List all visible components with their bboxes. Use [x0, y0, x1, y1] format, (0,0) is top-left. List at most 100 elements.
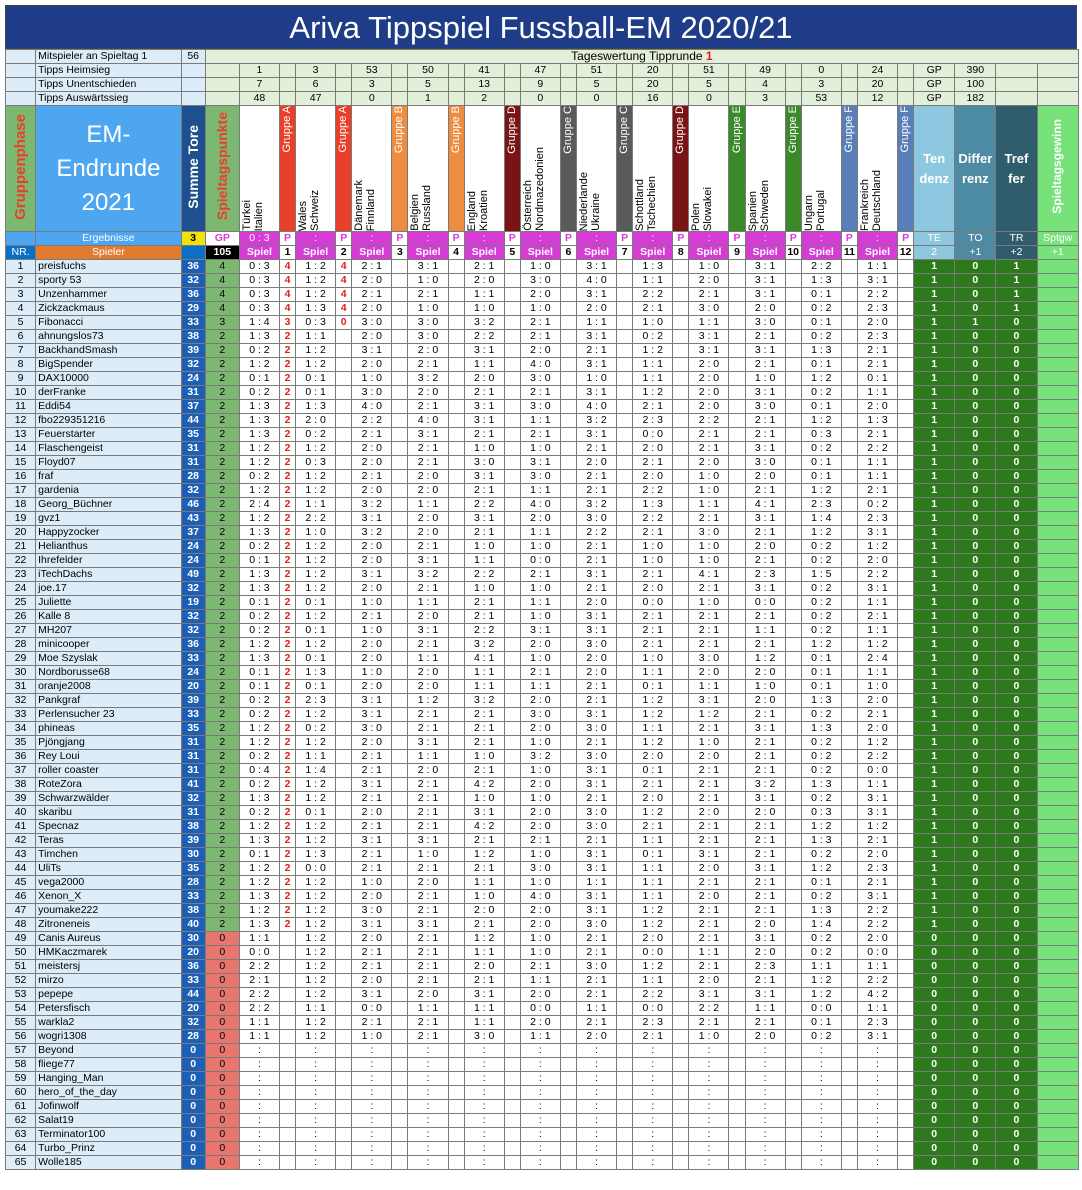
player-tip-points [503, 539, 521, 554]
tipps-count: 51 [575, 63, 618, 78]
em-title-line: 2021 [81, 188, 136, 216]
result-cell: : [519, 231, 561, 246]
player-to: 0 [954, 777, 997, 792]
player-tip-points [728, 679, 746, 694]
player-tip-points [897, 539, 915, 554]
player-tip: 3 : 0 [519, 399, 561, 414]
gruppenphase-header: Gruppenphase [4, 105, 37, 232]
player-tip: 1 : 3 [295, 665, 337, 680]
player-tip-points [335, 665, 353, 680]
player-sg [1036, 413, 1080, 428]
player-te: 0 [913, 1015, 956, 1030]
player-tip-points [447, 819, 465, 834]
player-tip: 2 : 1 [744, 609, 786, 624]
player-sg [1036, 973, 1080, 988]
player-tip-points [503, 469, 521, 484]
player-points: 2 [204, 343, 240, 358]
player-tip: 3 : 0 [351, 385, 393, 400]
player-tip-points [784, 777, 802, 792]
tipps-count: 20 [632, 77, 674, 92]
player-tip: 1 : 1 [463, 679, 505, 694]
player-tip: 1 : 2 [295, 609, 337, 624]
player-tip: 2 : 2 [575, 525, 618, 540]
player-tip: 2 : 1 [856, 609, 899, 624]
player-points: 2 [204, 637, 240, 652]
player-tip-points [559, 959, 577, 974]
result-cell: : [463, 231, 505, 246]
ergebnisse-spacer [4, 231, 37, 246]
player-tip-points [672, 1085, 690, 1100]
spieler-header: Spieler [35, 245, 182, 260]
team-name: Ungarn [802, 194, 815, 231]
player-tip: 2 : 1 [407, 441, 449, 456]
player-tip-points [391, 833, 409, 848]
player-tip-points [616, 749, 634, 764]
player-tip-points [897, 581, 915, 596]
player-tip-points [391, 427, 409, 442]
player-tip: 2 : 1 [351, 287, 393, 302]
player-tip-points [447, 581, 465, 596]
player-tip: 1 : 1 [800, 959, 842, 974]
player-tip: 1 : 0 [351, 1029, 393, 1044]
player-tip-points [728, 623, 746, 638]
player-tip-points [616, 973, 634, 988]
player-tore: 36 [180, 259, 206, 274]
group-label: Gruppe C [561, 106, 574, 154]
group-header: Gruppe F [840, 105, 858, 232]
player-name: fbo229351216 [35, 413, 182, 428]
player-points: 2 [204, 749, 240, 764]
player-tip-points [616, 1127, 634, 1142]
player-tip: : [238, 1085, 280, 1100]
player-tip-points [784, 665, 802, 680]
player-tip-points [672, 903, 690, 918]
player-tip: : [519, 1113, 561, 1128]
player-tip-points [840, 637, 858, 652]
player-tip: 0 : 1 [632, 847, 674, 862]
spiel-header: Spiel [800, 245, 842, 260]
player-tip: 2 : 0 [688, 357, 730, 372]
player-tore: 0 [180, 1043, 206, 1058]
player-tip: 3 : 0 [351, 903, 393, 918]
player-tip-points [391, 483, 409, 498]
player-tip-points [840, 665, 858, 680]
player-tip: 3 : 1 [575, 259, 618, 274]
player-tip-points [335, 1085, 353, 1100]
player-tip-points [840, 707, 858, 722]
differenz-header: Differ renz [954, 105, 997, 232]
player-tip-points [447, 343, 465, 358]
player-tip: 2 : 0 [744, 693, 786, 708]
player-tip: 2 : 1 [351, 749, 393, 764]
team-name: Ukraine [589, 193, 602, 231]
player-sg [1036, 553, 1080, 568]
player-tip-points [559, 343, 577, 358]
player-tip: 2 : 1 [575, 693, 618, 708]
player-name: Eddi54 [35, 399, 182, 414]
player-tip-points: 2 [278, 399, 297, 414]
player-tip-points: 2 [278, 511, 297, 526]
spiel-number: 1 [278, 245, 297, 260]
player-sg [1036, 609, 1080, 624]
player-tore: 38 [180, 329, 206, 344]
player-tip-points [897, 413, 915, 428]
player-tip: : [800, 1099, 842, 1114]
player-tip-points [391, 1029, 409, 1044]
player-tip-points [784, 805, 802, 820]
player-tip-points [840, 777, 858, 792]
player-tore: 0 [180, 1127, 206, 1142]
player-tip: 2 : 1 [463, 609, 505, 624]
player-tore: 35 [180, 427, 206, 442]
player-tip-points: 4 [278, 259, 297, 274]
player-tip: : [351, 1071, 393, 1086]
player-te: 0 [913, 1099, 956, 1114]
player-te: 0 [913, 959, 956, 974]
player-tore: 31 [180, 441, 206, 456]
player-sg [1036, 483, 1080, 498]
player-tip: 1 : 2 [295, 539, 337, 554]
player-tip-points [840, 1127, 858, 1142]
player-tip: 2 : 0 [632, 581, 674, 596]
player-tip: 3 : 2 [407, 567, 449, 582]
player-tip-points [784, 735, 802, 750]
tipps-blank [1036, 77, 1080, 92]
player-te: 1 [913, 861, 956, 876]
player-name: UliTs [35, 861, 182, 876]
